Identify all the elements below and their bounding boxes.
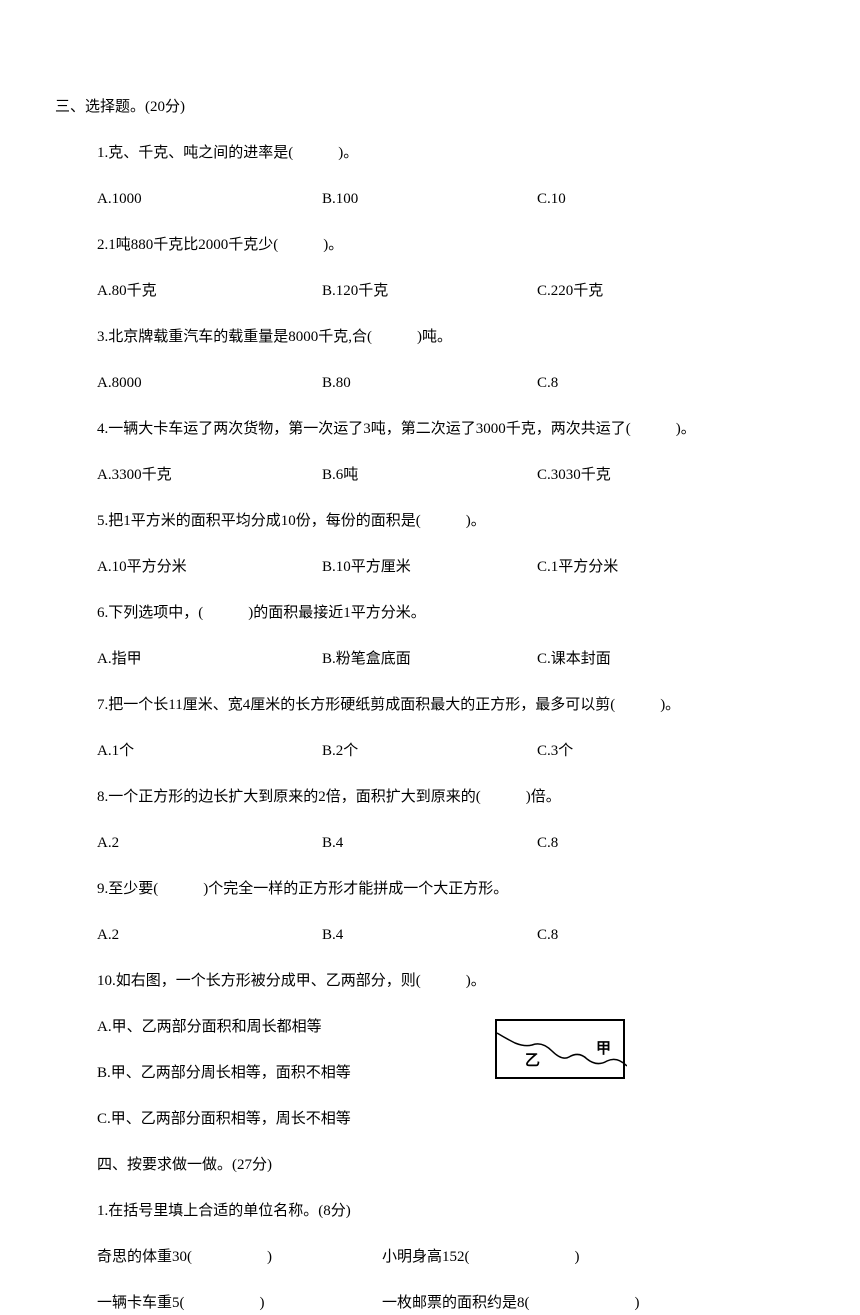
q6-option-a: A.指甲 bbox=[97, 647, 322, 671]
q5-text: 5.把1平方米的面积平均分成10份，每份的面积是( )。 bbox=[97, 509, 805, 533]
q6-options: A.指甲 B.粉笔盒底面 C.课本封面 bbox=[97, 647, 805, 671]
q6-option-c: C.课本封面 bbox=[537, 647, 805, 671]
q5-options: A.10平方分米 B.10平方厘米 C.1平方分米 bbox=[97, 555, 805, 579]
q1-option-a: A.1000 bbox=[97, 187, 322, 211]
q5-option-c: C.1平方分米 bbox=[537, 555, 805, 579]
fill1-right: 小明身高152( ) bbox=[382, 1245, 805, 1269]
q3-text: 3.北京牌载重汽车的载重量是8000千克,合( )吨。 bbox=[97, 325, 805, 349]
q2-option-b: B.120千克 bbox=[322, 279, 537, 303]
q4-text: 4.一辆大卡车运了两次货物，第一次运了3吨，第二次运了3000千克，两次共运了(… bbox=[97, 417, 805, 441]
q10-option-a: A.甲、乙两部分面积和周长都相等 bbox=[97, 1015, 805, 1039]
fill-row-2: 一辆卡车重5( ) 一枚邮票的面积约是8( ) bbox=[97, 1291, 805, 1315]
q8-option-b: B.4 bbox=[322, 831, 537, 855]
q4-option-b: B.6吨 bbox=[322, 463, 537, 487]
fill2-right: 一枚邮票的面积约是8( ) bbox=[382, 1291, 805, 1315]
q4-option-a: A.3300千克 bbox=[97, 463, 322, 487]
q1-text: 1.克、千克、吨之间的进率是( )。 bbox=[97, 141, 805, 165]
figure-rectangle: 甲 乙 bbox=[495, 1019, 625, 1079]
q1-option-c: C.10 bbox=[537, 187, 805, 211]
q10-container: 10.如右图，一个长方形被分成甲、乙两部分，则( )。 A.甲、乙两部分面积和周… bbox=[55, 969, 805, 1131]
q2-text: 2.1吨880千克比2000千克少( )。 bbox=[97, 233, 805, 257]
q9-options: A.2 B.4 C.8 bbox=[97, 923, 805, 947]
q3-option-c: C.8 bbox=[537, 371, 805, 395]
fill-row-1: 奇思的体重30( ) 小明身高152( ) bbox=[97, 1245, 805, 1269]
q5-option-a: A.10平方分米 bbox=[97, 555, 322, 579]
q8-option-a: A.2 bbox=[97, 831, 322, 855]
q9-option-c: C.8 bbox=[537, 923, 805, 947]
q6-text: 6.下列选项中，( )的面积最接近1平方分米。 bbox=[97, 601, 805, 625]
q7-text: 7.把一个长11厘米、宽4厘米的长方形硬纸剪成面积最大的正方形，最多可以剪( )… bbox=[97, 693, 805, 717]
q8-text: 8.一个正方形的边长扩大到原来的2倍，面积扩大到原来的( )倍。 bbox=[97, 785, 805, 809]
q4-options: A.3300千克 B.6吨 C.3030千克 bbox=[97, 463, 805, 487]
section4-sub1: 1.在括号里填上合适的单位名称。(8分) bbox=[97, 1199, 805, 1223]
q7-option-a: A.1个 bbox=[97, 739, 322, 763]
q10-option-b: B.甲、乙两部分周长相等，面积不相等 bbox=[97, 1061, 805, 1085]
q7-option-b: B.2个 bbox=[322, 739, 537, 763]
q3-option-a: A.8000 bbox=[97, 371, 322, 395]
section4-header: 四、按要求做一做。(27分) bbox=[97, 1153, 805, 1177]
fill2-left: 一辆卡车重5( ) bbox=[97, 1291, 382, 1315]
q10-option-c: C.甲、乙两部分面积相等，周长不相等 bbox=[97, 1107, 805, 1131]
q8-option-c: C.8 bbox=[537, 831, 805, 855]
q4-option-c: C.3030千克 bbox=[537, 463, 805, 487]
q9-option-b: B.4 bbox=[322, 923, 537, 947]
q2-option-a: A.80千克 bbox=[97, 279, 322, 303]
q1-options: A.1000 B.100 C.10 bbox=[97, 187, 805, 211]
section-header: 三、选择题。(20分) bbox=[55, 95, 805, 119]
figure-label-jia: 甲 bbox=[596, 1037, 611, 1061]
q9-text: 9.至少要( )个完全一样的正方形才能拼成一个大正方形。 bbox=[97, 877, 805, 901]
q7-options: A.1个 B.2个 C.3个 bbox=[97, 739, 805, 763]
q5-option-b: B.10平方厘米 bbox=[322, 555, 537, 579]
q3-options: A.8000 B.80 C.8 bbox=[97, 371, 805, 395]
q10-figure: 甲 乙 bbox=[495, 1019, 625, 1079]
q2-options: A.80千克 B.120千克 C.220千克 bbox=[97, 279, 805, 303]
q7-option-c: C.3个 bbox=[537, 739, 805, 763]
figure-label-yi: 乙 bbox=[525, 1049, 540, 1073]
q3-option-b: B.80 bbox=[322, 371, 537, 395]
q6-option-b: B.粉笔盒底面 bbox=[322, 647, 537, 671]
q8-options: A.2 B.4 C.8 bbox=[97, 831, 805, 855]
q10-text: 10.如右图，一个长方形被分成甲、乙两部分，则( )。 bbox=[97, 969, 805, 993]
fill1-left: 奇思的体重30( ) bbox=[97, 1245, 382, 1269]
q9-option-a: A.2 bbox=[97, 923, 322, 947]
q1-option-b: B.100 bbox=[322, 187, 537, 211]
q2-option-c: C.220千克 bbox=[537, 279, 805, 303]
